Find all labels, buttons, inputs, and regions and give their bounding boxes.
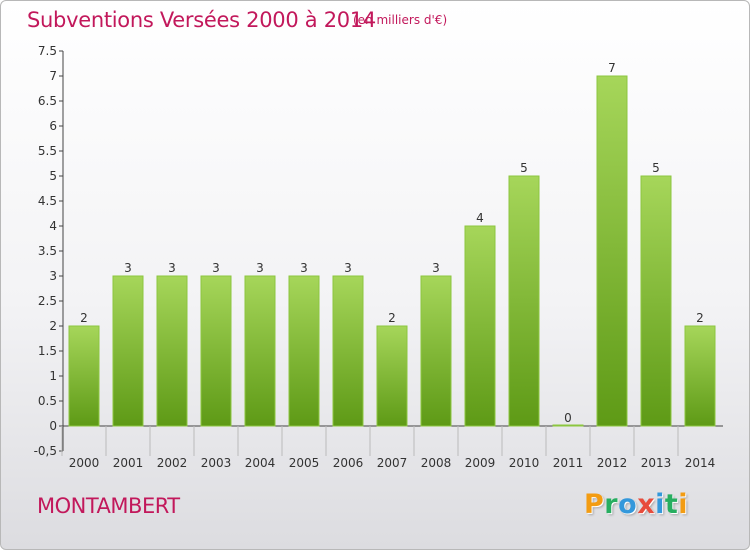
bar: [640, 175, 672, 427]
data-label: 4: [476, 211, 484, 225]
y-tick-label: 1.5: [38, 344, 57, 358]
chart-subtitle: (en milliers d'€): [353, 13, 448, 27]
y-tick-label: 5: [49, 169, 57, 183]
bar: [508, 175, 540, 427]
logo-letter: P: [584, 489, 605, 520]
y-tick-label: 2: [49, 319, 57, 333]
bar: [420, 275, 452, 427]
y-tick-label: 2.5: [38, 294, 57, 308]
data-label: 2: [388, 311, 396, 325]
y-tick-label: 0: [49, 419, 57, 433]
data-label: 7: [608, 61, 616, 75]
logo-letter: i: [678, 489, 689, 520]
bar: [332, 275, 364, 427]
x-tick-label: 2003: [201, 456, 232, 470]
chart-title: Subventions Versées 2000 à 2014: [27, 8, 376, 32]
x-tick-label: 2007: [377, 456, 408, 470]
bar: [376, 325, 408, 427]
y-tick-label: 6.5: [38, 94, 57, 108]
y-tick-label: 6: [49, 119, 57, 133]
y-tick-label: -0,5: [34, 444, 57, 458]
x-tick-label: 2004: [245, 456, 276, 470]
bar: [596, 75, 628, 427]
data-label: 3: [124, 261, 132, 275]
x-tick-label: 2000: [69, 456, 100, 470]
bar: [684, 325, 716, 427]
data-label: 3: [256, 261, 264, 275]
x-tick-label: 2006: [333, 456, 364, 470]
y-tick-label: 1: [49, 369, 57, 383]
data-label: 3: [300, 261, 308, 275]
x-tick-label: 2009: [465, 456, 496, 470]
bar: [112, 275, 144, 427]
y-tick-label: 7.5: [38, 44, 57, 58]
bar: [200, 275, 232, 427]
x-tick-label: 2011: [553, 456, 584, 470]
x-tick-label: 2001: [113, 456, 144, 470]
y-tick-label: 5.5: [38, 144, 57, 158]
bar: [552, 424, 584, 427]
y-tick-label: 4.5: [38, 194, 57, 208]
bar: [156, 275, 188, 427]
data-label: 5: [652, 161, 660, 175]
x-tick-label: 2012: [597, 456, 628, 470]
data-label: 5: [520, 161, 528, 175]
y-tick-label: 0.5: [38, 394, 57, 408]
x-tick-label: 2002: [157, 456, 188, 470]
y-tick-label: 4: [49, 219, 57, 233]
proxiti-logo[interactable]: Proxiti: [584, 489, 688, 520]
logo-letter: r: [604, 489, 619, 520]
bar: [464, 225, 496, 427]
data-label: 0: [564, 411, 572, 425]
x-tick-label: 2014: [685, 456, 716, 470]
logo-letter: o: [618, 489, 638, 520]
data-label: 3: [212, 261, 220, 275]
commune-name: MONTAMBERT: [37, 494, 180, 518]
logo-letter: x: [637, 489, 656, 520]
y-tick-label: 7: [49, 69, 57, 83]
x-tick-label: 2005: [289, 456, 320, 470]
y-tick-label: 3.5: [38, 244, 57, 258]
logo-letter: i: [655, 489, 665, 520]
x-tick-label: 2013: [641, 456, 672, 470]
logo-letter: t: [664, 489, 679, 520]
y-tick-label: 3: [49, 269, 57, 283]
bar: [288, 275, 320, 427]
bar: [244, 275, 276, 427]
data-label: 3: [168, 261, 176, 275]
data-label: 3: [432, 261, 440, 275]
x-tick-label: 2010: [509, 456, 540, 470]
data-label: 3: [344, 261, 352, 275]
data-label: 2: [80, 311, 88, 325]
data-label: 2: [696, 311, 704, 325]
bar: [68, 325, 100, 427]
x-tick-label: 2008: [421, 456, 452, 470]
